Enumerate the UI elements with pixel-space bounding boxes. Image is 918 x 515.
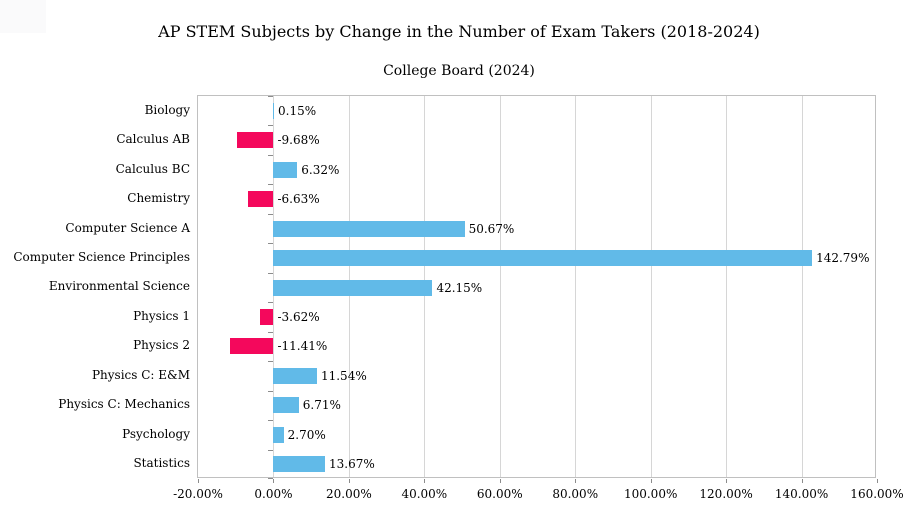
x-axis-tick — [198, 479, 199, 483]
data-label-chemistry: -6.63% — [277, 192, 320, 207]
category-label-computer-science-a: Computer Science A — [65, 220, 190, 235]
x-axis-label: 80.00% — [552, 487, 599, 501]
category-label-statistics: Statistics — [133, 456, 190, 471]
data-label-physics-c-e-m: 11.54% — [320, 368, 367, 383]
bar-physics-2 — [230, 338, 274, 355]
category-axis-tick — [268, 125, 274, 127]
data-label-environmental-science: 42.15% — [436, 280, 483, 295]
category-label-calculus-ab: Calculus AB — [116, 132, 190, 147]
x-axis-label: 100.00% — [623, 487, 678, 501]
category-label-physics-c-e-m: Physics C: E&M — [91, 367, 190, 382]
chart-title: AP STEM Subjects by Change in the Number… — [158, 22, 760, 41]
x-axis-tick — [877, 479, 878, 483]
category-label-psychology: Psychology — [122, 426, 190, 441]
category-axis-tick — [268, 213, 274, 215]
category-axis-tick — [268, 390, 274, 392]
category-axis-tick — [268, 361, 274, 363]
category-label-physics-c-mechanics: Physics C: Mechanics — [58, 397, 190, 412]
category-label-computer-science-principles: Computer Science Principles — [13, 250, 190, 265]
bar-physics-1 — [259, 308, 274, 325]
category-label-biology: Biology — [144, 102, 190, 117]
bar-biology — [273, 102, 275, 119]
category-axis-tick — [268, 184, 274, 186]
data-label-calculus-bc: 6.32% — [301, 162, 340, 177]
data-label-computer-science-a: 50.67% — [468, 221, 515, 236]
data-label-biology: 0.15% — [278, 103, 317, 118]
plot-area: 0.15% -9.68% 6.32% -6.63% 50.67% 142.79% 42.15… — [173, 95, 904, 501]
x-axis-label: 120.00% — [699, 487, 753, 501]
data-label-psychology: 2.70% — [287, 427, 326, 442]
gridline — [499, 96, 501, 477]
category-axis-tick — [268, 478, 274, 479]
data-label-statistics: 13.67% — [329, 457, 375, 472]
category-axis-tick — [268, 154, 274, 156]
x-axis-tick — [273, 479, 275, 483]
x-axis-label: 140.00% — [774, 487, 829, 501]
chart-subtitle: College Board (2024) — [383, 63, 535, 79]
data-label-calculus-ab: -9.68% — [277, 133, 320, 148]
gridline — [650, 96, 652, 477]
category-axis-labels: Biology Calculus AB Calculus BC Chemistry Co… — [0, 95, 190, 478]
x-axis-label: 60.00% — [476, 487, 523, 501]
category-axis-tick — [268, 331, 274, 333]
bar-computer-science-a — [273, 220, 465, 237]
data-label-physics-c-mechanics: 6.71% — [302, 398, 341, 413]
bar-environmental-science — [273, 279, 433, 296]
x-axis-tick — [726, 479, 728, 483]
category-label-chemistry: Chemistry — [127, 191, 190, 206]
gridline — [575, 96, 577, 477]
gridline — [726, 96, 728, 477]
x-axis-label: -20.00% — [173, 487, 223, 501]
corner-artifact — [0, 0, 46, 33]
bar-statistics — [273, 456, 325, 473]
category-axis-tick — [268, 420, 274, 422]
category-label-environmental-science: Environmental Science — [48, 279, 190, 294]
x-axis-label: 40.00% — [401, 487, 448, 501]
category-axis-tick — [268, 243, 274, 245]
data-label-computer-science-principles: 142.79% — [816, 251, 870, 266]
bar-calculus-bc — [273, 161, 298, 178]
x-axis-tick — [575, 479, 577, 483]
category-axis-tick — [268, 96, 274, 97]
category-label-calculus-bc: Calculus BC — [115, 161, 190, 176]
category-label-physics-2: Physics 2 — [133, 338, 190, 353]
x-axis-tick — [424, 479, 426, 483]
bar-physics-c-mechanics — [273, 397, 299, 414]
data-label-physics-2: -11.41% — [277, 339, 328, 354]
x-axis-label: 0.00% — [254, 487, 293, 501]
x-axis-label: 160.00% — [850, 487, 904, 501]
bar-computer-science-principles — [273, 250, 813, 267]
x-axis-tick — [348, 479, 350, 483]
x-axis-tick — [801, 479, 803, 483]
x-axis-tick — [650, 479, 652, 483]
category-label-physics-1: Physics 1 — [133, 308, 190, 323]
bar-chemistry — [248, 191, 274, 208]
gridline — [801, 96, 803, 477]
bar-psychology — [273, 426, 284, 443]
bar-calculus-ab — [236, 132, 274, 149]
bar-physics-c-e-m — [273, 367, 317, 384]
x-axis-tick — [499, 479, 501, 483]
category-axis-tick — [268, 449, 274, 451]
x-axis-label: 20.00% — [325, 487, 372, 501]
category-axis-tick — [268, 302, 274, 304]
category-axis-tick — [268, 272, 274, 274]
data-label-physics-1: -3.62% — [277, 309, 320, 324]
